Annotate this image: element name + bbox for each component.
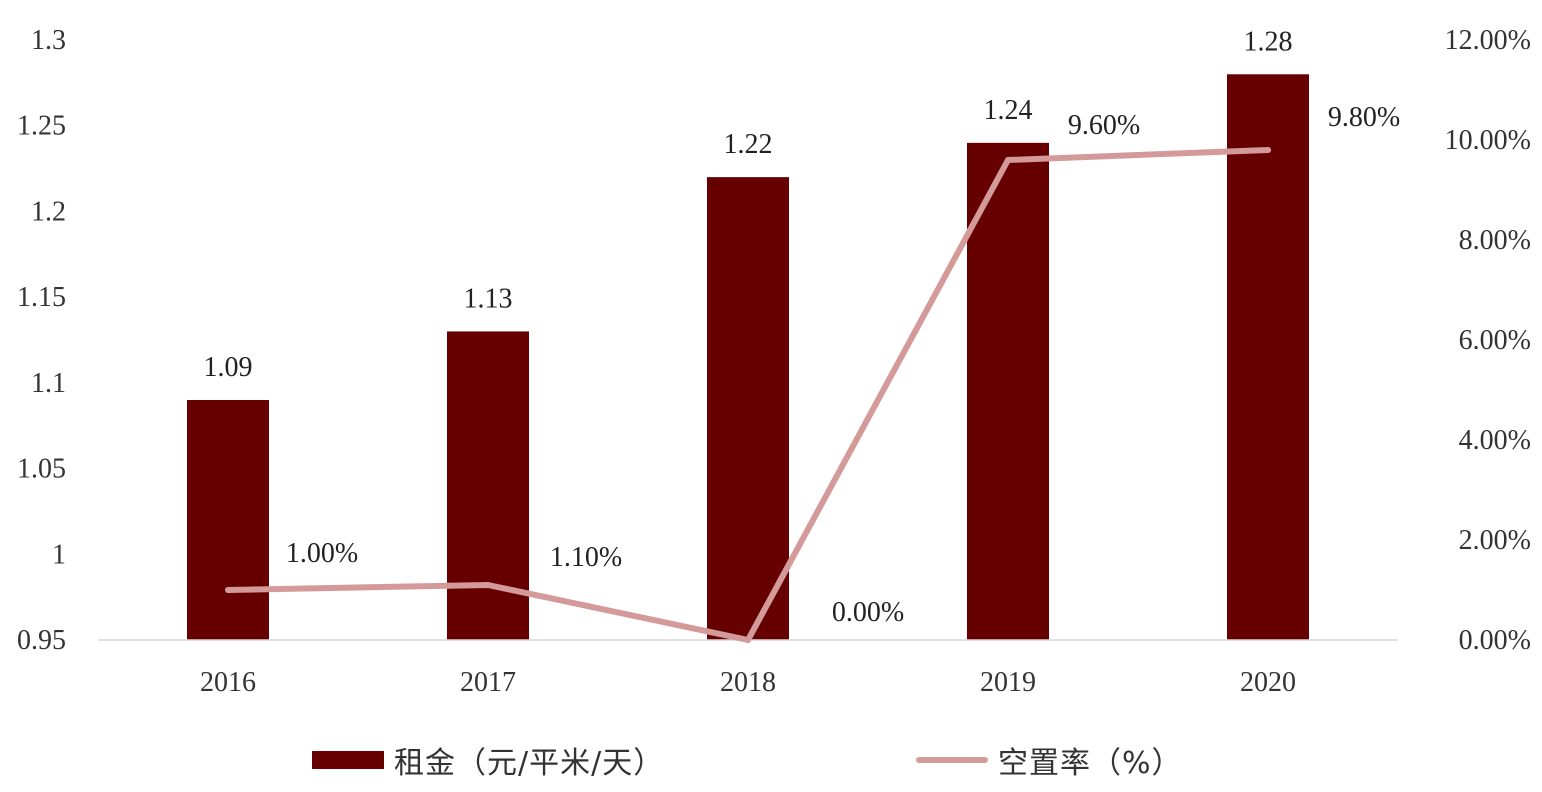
line-data-label: 0.00%	[832, 597, 904, 628]
x-tick-label: 2017	[460, 667, 516, 698]
y-left-tick-label: 1.15	[17, 282, 66, 313]
line-point	[485, 582, 491, 588]
line-data-label: 1.10%	[550, 542, 622, 573]
bar	[967, 142, 1049, 640]
line-data-label: 9.80%	[1328, 102, 1400, 133]
y-right-tick-label: 4.00%	[1459, 425, 1531, 456]
y-right-tick-label: 2.00%	[1459, 525, 1531, 556]
bar-data-label: 1.24	[984, 95, 1033, 126]
y-left-tick-label: 1.05	[17, 454, 66, 485]
bar	[1227, 74, 1309, 641]
x-tick-label: 2016	[200, 667, 256, 698]
bar	[707, 177, 789, 640]
legend-label-rent: 租金（元/平米/天）	[394, 746, 665, 781]
y-left-tick-label: 0.95	[17, 625, 66, 656]
line-data-label: 1.00%	[286, 538, 358, 569]
y-right-tick-label: 6.00%	[1459, 325, 1531, 356]
x-tick-label: 2019	[980, 667, 1036, 698]
y-left-tick-label: 1.2	[31, 196, 66, 227]
y-left-tick-label: 1.25	[17, 111, 66, 142]
line-point	[1005, 157, 1011, 163]
bar-data-label: 1.22	[724, 129, 773, 160]
bar-data-label: 1.09	[204, 352, 253, 383]
line-data-label: 9.60%	[1068, 110, 1140, 141]
y-right-tick-label: 8.00%	[1459, 225, 1531, 256]
legend-item-vacancy: 空置率（%）	[916, 736, 1183, 784]
combo-chart: 0.95 1 1.05 1.1 1.15 1.2 1.25 1.3 0.00% 2.00% 4.00…	[17, 25, 1531, 698]
legend-swatch-rent	[312, 751, 384, 769]
bar-data-label: 1.28	[1244, 26, 1293, 57]
x-tick-label: 2018	[720, 667, 776, 698]
legend-label-vacancy: 空置率（%）	[998, 746, 1183, 781]
y-right-tick-label: 0.00%	[1459, 625, 1531, 656]
line-point	[225, 587, 231, 593]
bar-data-label: 1.13	[464, 283, 513, 314]
line-point	[745, 637, 751, 643]
y-right-tick-label: 10.00%	[1445, 125, 1531, 156]
y-right-tick-label: 12.00%	[1445, 25, 1531, 56]
y-left-tick-label: 1.3	[31, 25, 66, 56]
legend-item-rent: 租金（元/平米/天）	[312, 736, 664, 784]
y-left-tick-label: 1.1	[31, 368, 66, 399]
bar	[187, 400, 269, 640]
y-left-tick-label: 1	[52, 539, 66, 570]
line-point	[1265, 147, 1271, 153]
legend-swatch-vacancy	[916, 757, 988, 763]
x-tick-label: 2020	[1240, 667, 1296, 698]
